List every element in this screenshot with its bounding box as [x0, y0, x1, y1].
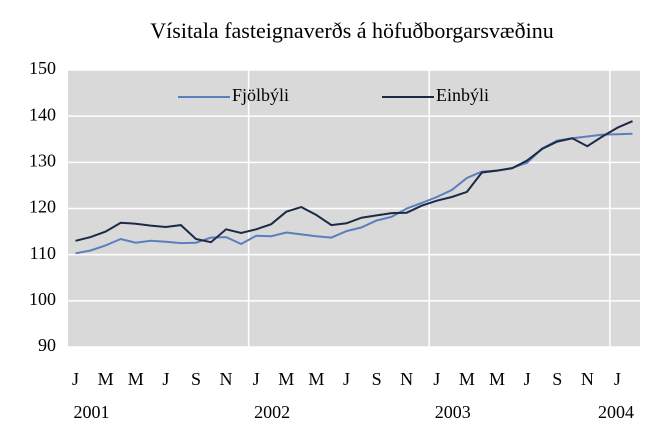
y-tick-label: 90: [38, 335, 56, 355]
x-tick-label: N: [581, 369, 594, 389]
y-tick-label: 100: [29, 289, 56, 309]
x-group-label: 2001: [74, 402, 110, 422]
legend-label: Einbýli: [436, 85, 489, 105]
x-tick-label: J: [433, 369, 440, 389]
x-tick-label: M: [278, 369, 294, 389]
y-tick-label: 150: [29, 58, 56, 78]
y-tick-label: 130: [29, 150, 56, 170]
x-tick-label: J: [343, 369, 350, 389]
x-group-label: 2002: [254, 402, 290, 422]
x-group-label: 2003: [435, 402, 471, 422]
x-tick-label: M: [128, 369, 144, 389]
x-tick-label: S: [191, 369, 201, 389]
x-tick-label: M: [308, 369, 324, 389]
x-tick-label: N: [220, 369, 233, 389]
legend-label: Fjölbýli: [232, 85, 289, 105]
x-tick-label: J: [253, 369, 260, 389]
x-tick-label: J: [614, 369, 621, 389]
x-tick-label: M: [489, 369, 505, 389]
series-line: [75, 120, 633, 244]
x-tick-label: S: [552, 369, 562, 389]
x-tick-label: J: [72, 369, 79, 389]
x-tick-label: M: [98, 369, 114, 389]
x-tick-label: M: [459, 369, 475, 389]
y-tick-label: 120: [29, 197, 56, 217]
x-tick-label: N: [400, 369, 413, 389]
y-tick-label: 110: [30, 243, 56, 263]
x-group-label: 2004: [598, 402, 634, 422]
x-tick-label: J: [524, 369, 531, 389]
x-tick-label: S: [372, 369, 382, 389]
chart-title: Vísitala fasteignaverðs á höfuðborgarsvæ…: [150, 18, 553, 43]
y-tick-label: 140: [29, 104, 56, 124]
x-tick-label: J: [162, 369, 169, 389]
